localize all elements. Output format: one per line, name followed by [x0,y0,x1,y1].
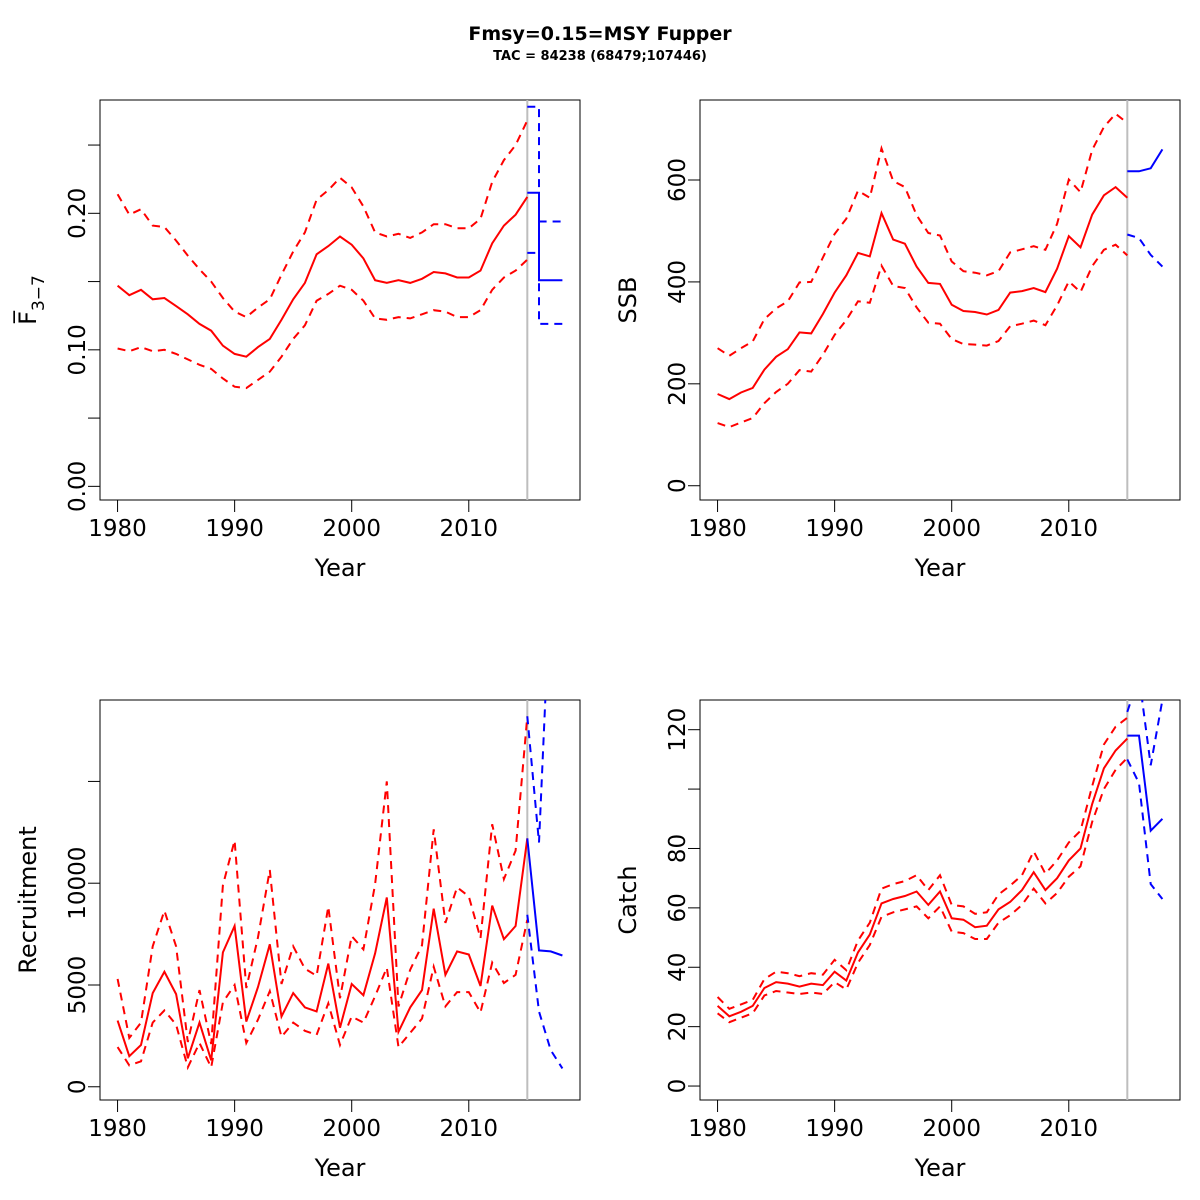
x-tick-label: 2000 [322,1116,381,1142]
y-tick-label: 400 [665,260,691,304]
historical-upper-ci-line [717,112,1128,357]
x-tick-label: 2010 [1040,516,1099,542]
x-tick-label: 2000 [922,1116,981,1142]
x-axis-label: Year [314,554,366,582]
forecast-estimate-line [527,191,563,282]
x-tick-label: 2010 [1040,1116,1099,1142]
series-layer [716,700,1164,1100]
forecast-estimate-line [1127,148,1164,173]
x-tick-label: 2010 [440,516,499,542]
historical-upper-ci-line [116,120,529,319]
y-axis-label: SSB [614,277,642,324]
y-axis-label-main: F̅ [13,310,42,325]
panel-recruitment: 1980 1990 2000 2010 0 5000 10000 Year Recruit… [14,699,581,1182]
x-tick-label: 1980 [88,516,147,542]
forecast-upper-ci-line [1126,700,1164,766]
x-tick-label: 2010 [440,1116,499,1142]
historical-estimate-line [116,196,529,358]
x-axis: 1980 1990 2000 2010 [88,1099,499,1142]
x-tick-label: 1990 [805,1116,864,1142]
plot-frame [99,99,581,501]
x-tick-label: 1990 [205,516,264,542]
x-axis: 1980 1990 2000 2010 [688,499,1099,542]
series-layer [717,100,1164,500]
historical-estimate-line [716,737,1129,1018]
y-tick-label: 0.00 [65,461,91,512]
y-axis-label: Catch [614,865,642,934]
y-tick-label: 10000 [65,847,91,920]
historical-lower-ci-line [116,919,529,1071]
historical-upper-ci-line [716,717,1128,1010]
forecast-upper-ci-line [527,105,563,223]
forecast-lower-ci-line [526,914,564,1069]
x-axis-label: Year [314,1154,366,1182]
historical-lower-ci-line [717,243,1128,429]
y-tick-label: 0 [665,1079,691,1094]
y-tick-label: 20 [665,1012,691,1041]
forecast-lower-ci-line [527,251,563,325]
historical-estimate-line [717,185,1128,401]
y-tick-label: 200 [665,362,691,406]
y-axis: 0 20 40 60 80 120 [665,708,701,1094]
forecast-lower-ci-line [1127,233,1164,268]
y-axis: 0.00 0.10 0.20 [65,144,101,512]
x-axis: 1980 1990 2000 2010 [688,1099,1099,1142]
x-tick-label: 2000 [922,516,981,542]
x-tick-label: 1990 [205,1116,264,1142]
forecast-upper-ci-line [1127,100,1129,101]
plot-frame [99,699,581,1101]
forecast-estimate-line [526,838,563,957]
figure-title: Fmsy=0.15=MSY Fupper [468,23,732,45]
y-tick-label: 600 [665,158,691,202]
y-axis-label: F̅3−7 [13,275,49,325]
x-tick-label: 1980 [688,1116,747,1142]
series-layer [116,100,563,500]
plot-frame [699,99,1181,501]
panel-catch: 1980 1990 2000 2010 0 20 40 60 80 120 Year Catch [614,699,1181,1182]
y-tick-label: 0 [65,1079,91,1094]
y-tick-label: 0 [665,478,691,493]
x-axis: 1980 1990 2000 2010 [88,499,499,542]
y-axis: 0 5000 10000 [65,780,101,1094]
historical-estimate-line [116,838,529,1061]
figure-subtitle: TAC = 84238 (68479;107446) [493,49,707,64]
y-tick-label: 80 [665,834,691,863]
x-axis-label: Year [914,1154,966,1182]
plot-frame [699,699,1181,1101]
series-layer [116,700,564,1100]
y-tick-label: 5000 [65,956,91,1015]
y-tick-label: 0.10 [65,324,91,375]
x-axis-label: Year [914,554,966,582]
x-tick-label: 1980 [688,516,747,542]
historical-upper-ci-line [116,716,529,1045]
forecast-lower-ci-line [1126,758,1164,900]
historical-lower-ci-line [117,258,528,390]
y-axis-label-sub: 3−7 [29,275,49,311]
forecast-estimate-line [1127,734,1164,833]
forecast-upper-ci-line [526,700,547,843]
y-axis: 0 200 400 600 [665,158,701,493]
y-axis-label: Recruitment [14,826,42,973]
panel-fbar: 1980 1990 2000 2010 0.00 0.10 0.20 Year F̅3−7 [13,99,581,582]
x-tick-label: 2000 [322,516,381,542]
y-tick-label: 60 [665,893,691,922]
panel-ssb: 1980 1990 2000 2010 0 200 400 600 Year SSB [614,99,1181,582]
y-tick-label: 40 [665,953,691,982]
y-tick-label: 0.20 [65,188,91,239]
y-tick-label: 120 [665,708,691,752]
x-tick-label: 1980 [88,1116,147,1142]
x-tick-label: 1990 [805,516,864,542]
